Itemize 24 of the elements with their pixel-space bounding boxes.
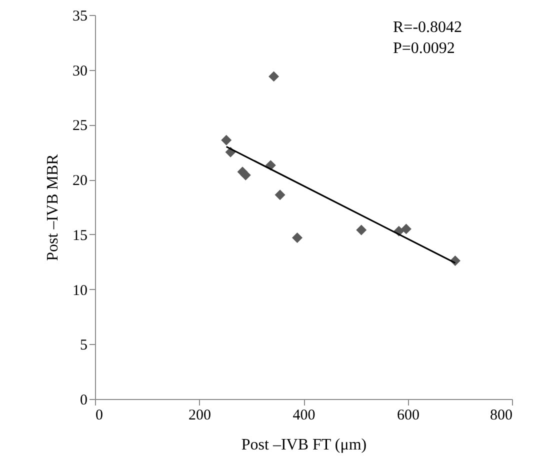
y-tick-label: 10 xyxy=(72,282,88,299)
y-tick-label: 0 xyxy=(80,392,88,408)
point xyxy=(292,232,302,243)
annotation: P=0.0092 xyxy=(393,40,455,57)
point xyxy=(268,71,280,82)
y-tick-label: 5 xyxy=(80,338,88,354)
annotation: R=-0.8042 xyxy=(393,19,462,36)
x-axis-title: Post –IVB FT (μm) xyxy=(241,436,367,454)
y-tick-label: 30 xyxy=(72,63,88,80)
x-tick-label: 600 xyxy=(397,408,420,424)
point xyxy=(240,170,251,180)
y-axis-title: Post –IVB MBR xyxy=(44,154,62,261)
point xyxy=(221,134,232,146)
y-tick-label: 35 xyxy=(72,8,88,24)
x-tick-label: 800 xyxy=(490,408,512,424)
y-tick-label: 15 xyxy=(72,228,88,244)
point xyxy=(274,190,286,200)
x-tick-label: 0 xyxy=(96,408,103,424)
point xyxy=(356,224,367,236)
y-tick-label: 25 xyxy=(72,118,88,134)
x-tick-label: 200 xyxy=(188,408,211,424)
y-tick-label: 20 xyxy=(72,173,88,190)
x-tick-label: 400 xyxy=(292,408,316,424)
point xyxy=(400,224,412,234)
